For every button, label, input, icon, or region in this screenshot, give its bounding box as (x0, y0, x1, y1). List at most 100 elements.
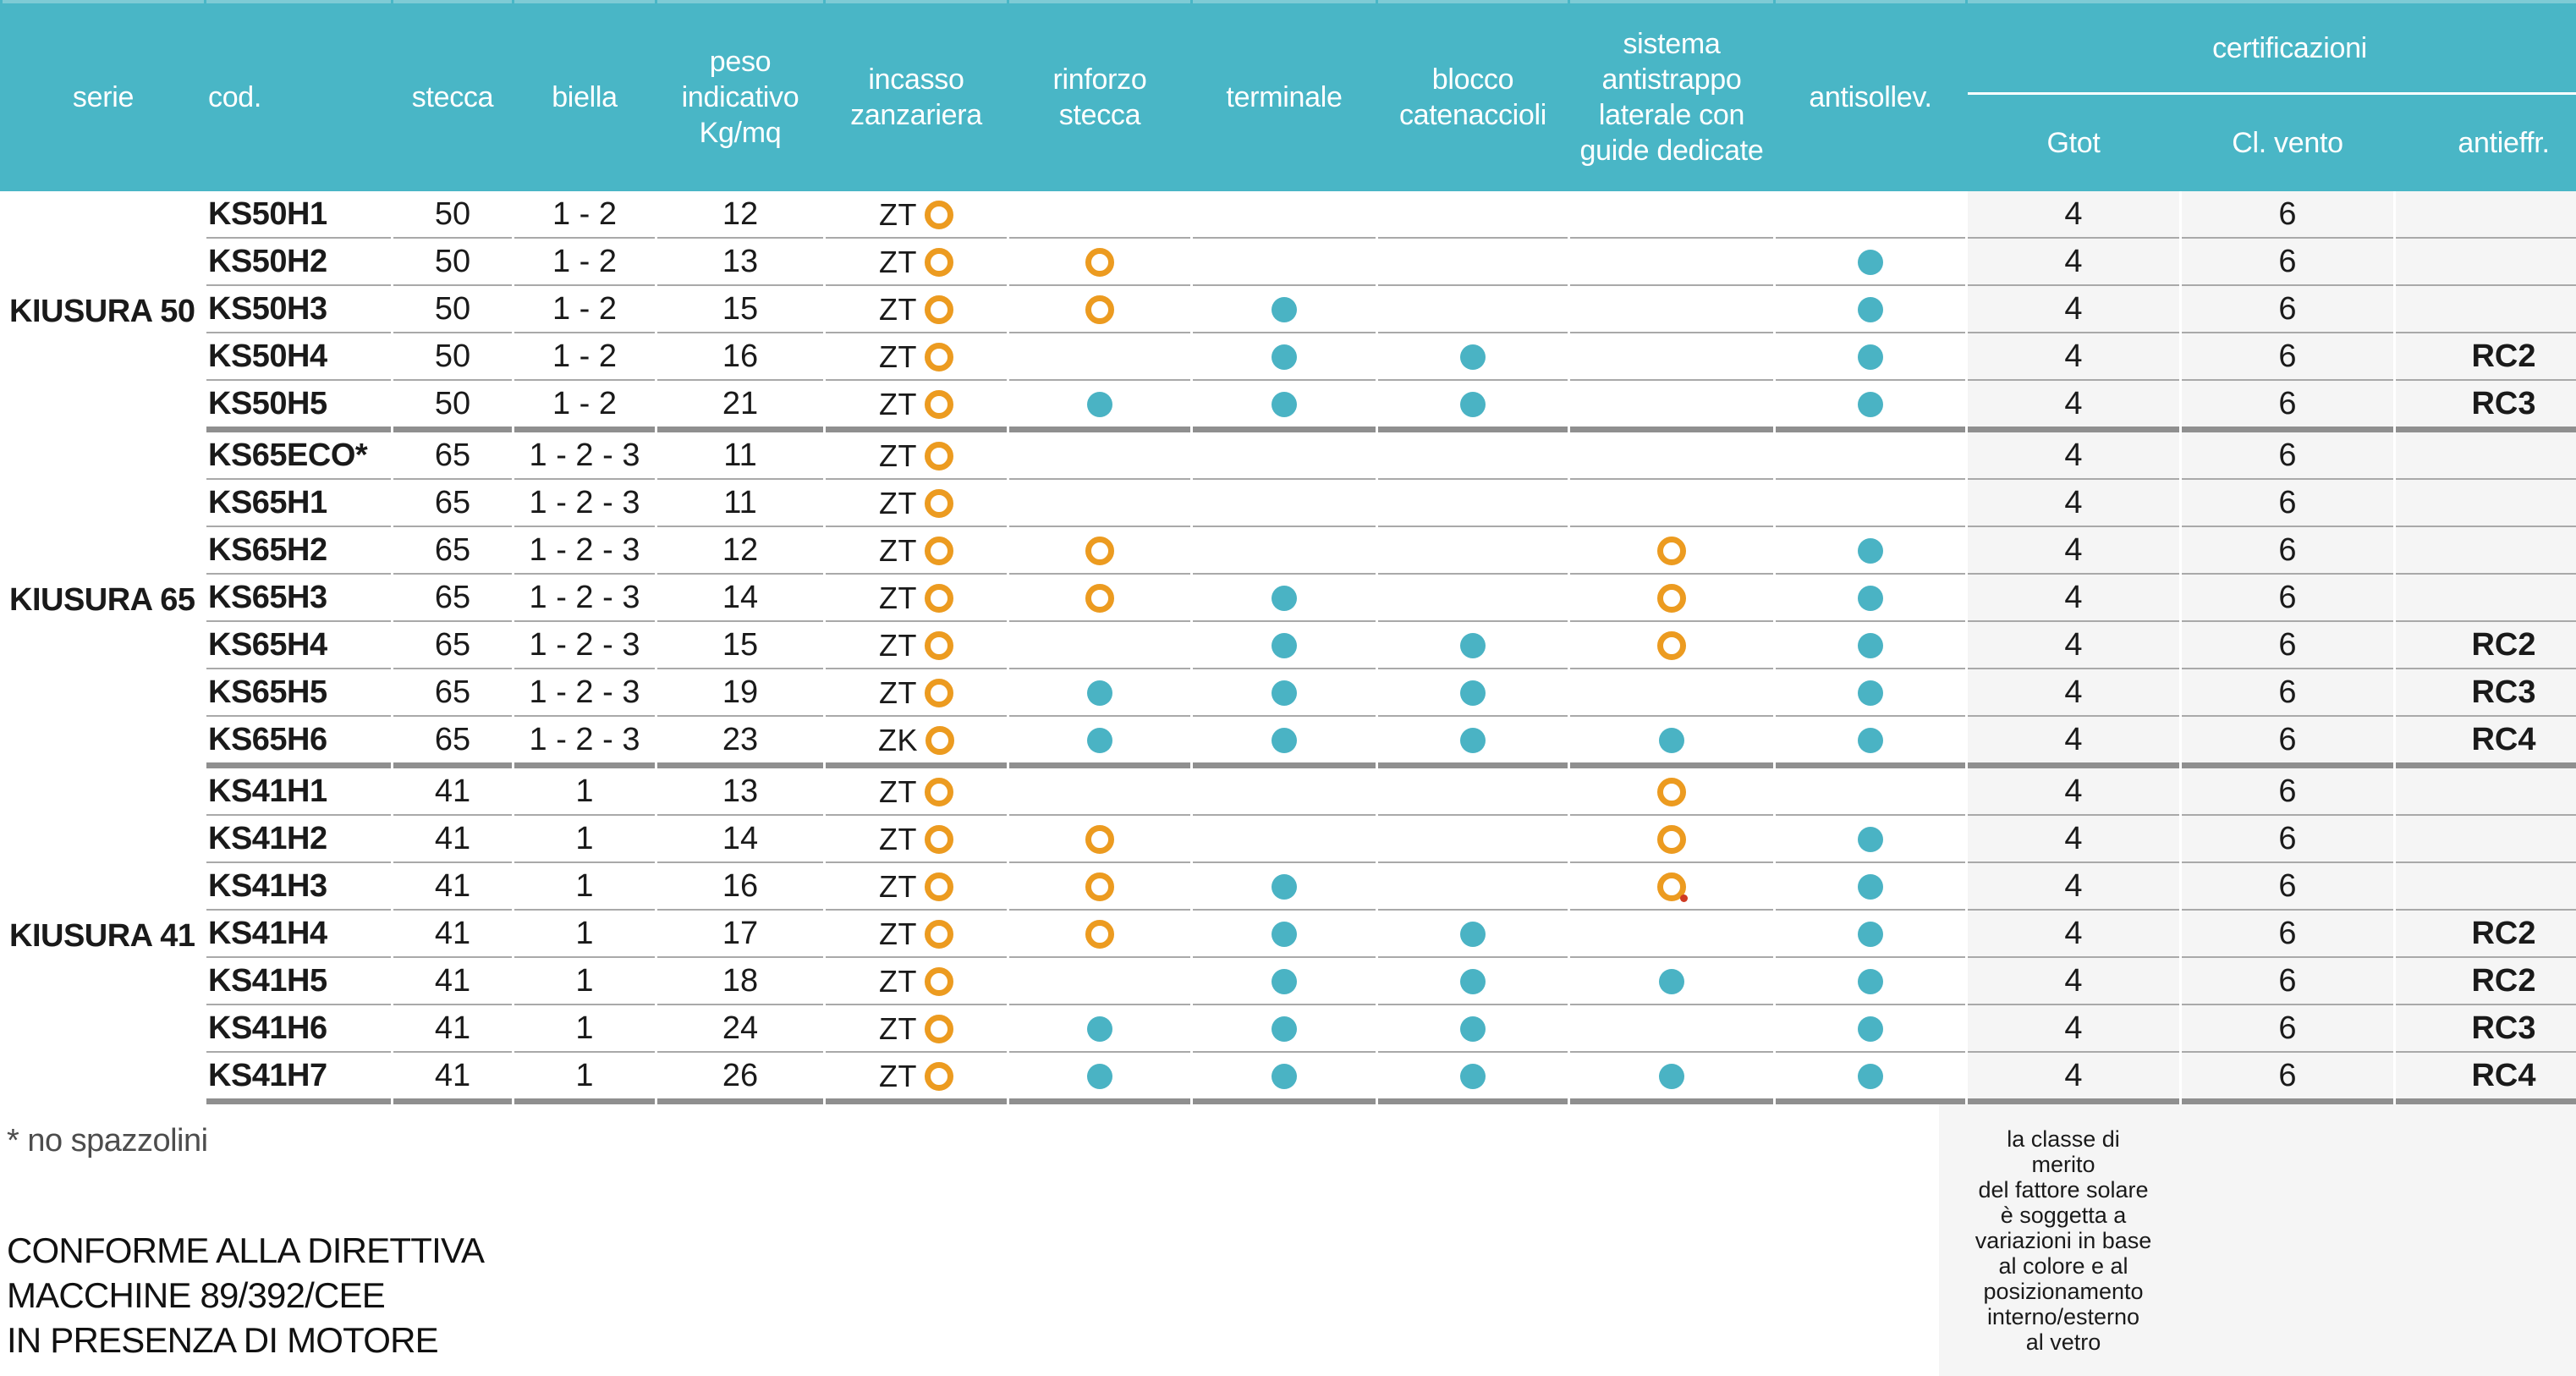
rinforzo-stecca-cell (1009, 717, 1190, 768)
table-row: KS65H5 65 1 - 2 - 3 19 ZT 4 6 RC3 (3, 669, 2576, 717)
sistema-antistrappo-optional-ring-icon (1657, 537, 1686, 566)
antisollev-cell (1776, 669, 1965, 717)
blocco-catenaccioli-cell (1378, 333, 1568, 381)
antisollev-included-dot-icon (1858, 250, 1883, 276)
zanzariera-optional-ring-icon (924, 919, 953, 949)
cod-cell: KS41H5 (206, 958, 391, 1005)
gtot-cell: 4 (1968, 432, 2179, 480)
sistema-antistrappo-cell (1570, 191, 1773, 239)
zanzariera-mark: ZT (879, 387, 953, 422)
gtot-cell: 4 (1968, 381, 2179, 432)
zanzariera-type-label: ZT (879, 963, 917, 999)
cl-vento-cell: 6 (2182, 911, 2393, 958)
blocco-catenaccioli-cell (1378, 669, 1568, 717)
rinforzo-stecca-cell (1009, 816, 1190, 863)
zanzariera-mark: ZT (879, 245, 953, 280)
zanzariera-mark: ZT (879, 675, 953, 711)
rinforzo-stecca-cell (1009, 480, 1190, 527)
antisollev-cell (1776, 622, 1965, 669)
zanzariera-mark: ZT (879, 292, 953, 327)
col-header-cod: cod. (206, 0, 391, 191)
zanzariera-mark: ZT (879, 774, 953, 810)
stecca-cell: 65 (393, 480, 512, 527)
terminale-included-dot-icon (1272, 874, 1297, 900)
stecca-cell: 50 (393, 381, 512, 432)
incasso-zanzariera-cell: ZT (826, 480, 1007, 527)
col-header-certificazioni-group: certificazioni (1968, 0, 2576, 95)
antisollev-included-dot-icon (1858, 969, 1883, 995)
rinforzo-stecca-cell (1009, 911, 1190, 958)
terminale-included-dot-icon (1272, 680, 1297, 707)
antieffr-cell (2396, 768, 2576, 816)
series-label: KIUSURA 41 (3, 768, 204, 1104)
cl-vento-cell: 6 (2182, 239, 2393, 286)
rinforzo-stecca-optional-ring-icon (1085, 295, 1114, 325)
sistema-antistrappo-cell (1570, 333, 1773, 381)
peso-cell: 14 (657, 816, 823, 863)
stecca-cell: 41 (393, 958, 512, 1005)
sistema-antistrappo-cell (1570, 432, 1773, 480)
terminale-included-dot-icon (1272, 297, 1297, 323)
zanzariera-type-label: ZT (879, 868, 917, 904)
stecca-cell: 41 (393, 768, 512, 816)
zanzariera-type-label: ZT (879, 580, 917, 615)
cl-vento-cell: 6 (2182, 480, 2393, 527)
zanzariera-optional-ring-icon (924, 488, 953, 518)
antieffr-cell: RC2 (2396, 622, 2576, 669)
series-label: KIUSURA 65 (3, 432, 204, 768)
terminale-included-dot-icon (1272, 344, 1297, 371)
rinforzo-stecca-optional-ring-icon (1085, 537, 1114, 566)
zanzariera-optional-ring-icon (924, 342, 953, 372)
zanzariera-mark: ZT (879, 438, 953, 474)
rinforzo-stecca-included-dot-icon (1087, 1064, 1112, 1090)
blocco-catenaccioli-included-dot-icon (1460, 680, 1486, 707)
antieffr-cell: RC2 (2396, 333, 2576, 381)
rinforzo-stecca-cell (1009, 527, 1190, 575)
terminale-cell (1193, 911, 1376, 958)
stecca-cell: 65 (393, 432, 512, 480)
zanzariera-mark: ZT (879, 964, 953, 999)
incasso-zanzariera-cell: ZT (826, 381, 1007, 432)
antisollev-cell (1776, 1005, 1965, 1053)
sistema-antistrappo-cell (1570, 381, 1773, 432)
cl-vento-cell: 6 (2182, 191, 2393, 239)
table-row: KIUSURA 50 KS50H1 50 1 - 2 12 ZT 4 6 (3, 191, 2576, 432)
stecca-cell: 50 (393, 191, 512, 239)
blocco-catenaccioli-cell (1378, 480, 1568, 527)
cod-cell: KS65H4 (206, 622, 391, 669)
cl-vento-cell: 6 (2182, 768, 2393, 816)
zanzariera-mark: ZT (879, 339, 953, 375)
blocco-catenaccioli-cell (1378, 863, 1568, 911)
blocco-catenaccioli-cell (1378, 958, 1568, 1005)
terminale-cell (1193, 575, 1376, 622)
terminale-cell (1193, 669, 1376, 717)
sistema-antistrappo-included-dot-icon (1659, 1064, 1684, 1090)
biella-cell: 1 (514, 958, 655, 1005)
peso-cell: 23 (657, 717, 823, 768)
terminale-cell (1193, 768, 1376, 816)
gtot-cell: 4 (1968, 1005, 2179, 1053)
blocco-catenaccioli-cell (1378, 575, 1568, 622)
stecca-cell: 65 (393, 717, 512, 768)
col-header-sistema-antistrappo: sistema antistrappo laterale con guide d… (1570, 0, 1773, 191)
rinforzo-stecca-cell (1009, 958, 1190, 1005)
zanzariera-mark: ZT (879, 822, 953, 857)
cl-vento-cell: 6 (2182, 669, 2393, 717)
cod-cell: KS41H7 (206, 1053, 391, 1104)
table-row: KS65H6 65 1 - 2 - 3 23 ZK 4 6 RC4 (3, 717, 2576, 768)
table-row: KIUSURA 65 KS65ECO* 65 1 - 2 - 3 11 ZT 4 6 (3, 432, 2576, 768)
col-header-antisollev: antisollev. (1776, 0, 1965, 191)
antisollev-cell (1776, 381, 1965, 432)
terminale-included-dot-icon (1272, 1016, 1297, 1043)
incasso-zanzariera-cell: ZT (826, 816, 1007, 863)
rinforzo-stecca-included-dot-icon (1087, 680, 1112, 707)
table-row: KS41H3 41 1 16 ZT 4 6 (3, 863, 2576, 911)
table-body: KIUSURA 50 KS50H1 50 1 - 2 12 ZT 4 6 KS50H2 50 1 -… (3, 191, 2576, 1104)
zanzariera-mark: ZT (879, 581, 953, 616)
sistema-antistrappo-cell (1570, 863, 1773, 911)
blocco-catenaccioli-cell (1378, 239, 1568, 286)
cl-vento-cell: 6 (2182, 527, 2393, 575)
peso-cell: 24 (657, 1005, 823, 1053)
col-header-antieffr: antieffr. (2458, 127, 2550, 159)
terminale-included-dot-icon (1272, 392, 1297, 418)
